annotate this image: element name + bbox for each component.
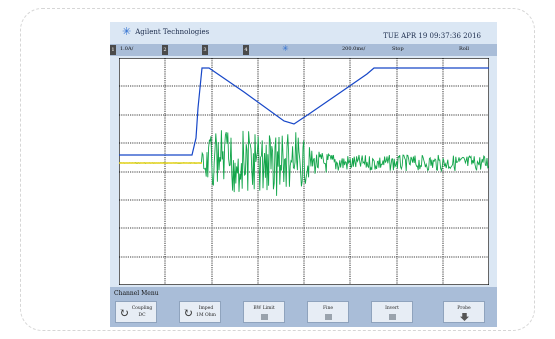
- acquisition-mode: Roll: [459, 46, 469, 52]
- status-bar: 1 1.0A/ 2 3 4 ✳ 200.0ms/ Stop Roll: [110, 44, 497, 56]
- probe-softkey[interactable]: Probe: [443, 301, 485, 323]
- brand-name: Agilent Technologies: [135, 28, 210, 36]
- timebase[interactable]: 200.0ms/: [342, 46, 366, 52]
- current-trace: [119, 67, 489, 156]
- coupling-value: DC: [138, 313, 146, 318]
- channel-4-badge[interactable]: 4: [243, 45, 249, 55]
- rotate-icon: ↻: [119, 306, 130, 320]
- impedance-value: 1M Ohm: [196, 313, 216, 318]
- impedance-softkey[interactable]: ↻ Imped 1M Ohm: [179, 301, 221, 323]
- bw-limit-label: BW Limit: [253, 306, 275, 311]
- brand: ✳ Agilent Technologies: [122, 25, 210, 38]
- graticule: [119, 58, 489, 285]
- down-arrow-icon: [460, 313, 469, 321]
- checkbox-icon: [389, 314, 396, 320]
- invert-label: Invert: [385, 306, 399, 311]
- coupling-softkey[interactable]: ↻ Coupling DC: [115, 301, 157, 323]
- fine-label: Fine: [322, 306, 334, 311]
- trigger-spark-icon: ✳: [282, 44, 289, 53]
- rotate-icon: ↻: [183, 306, 194, 320]
- channel-3-badge[interactable]: 3: [202, 45, 208, 55]
- menu-title: Channel Menu: [114, 290, 159, 297]
- channel-1-scale[interactable]: 1.0A/: [120, 46, 134, 52]
- channel-menu: Channel Menu ↻ Coupling DC ↻ Imped 1M Oh…: [110, 287, 497, 327]
- checkbox-icon: [261, 314, 268, 320]
- invert-softkey[interactable]: Invert: [371, 301, 413, 323]
- fine-softkey[interactable]: Fine: [307, 301, 349, 323]
- screenshot-frame: [20, 8, 535, 331]
- datetime: TUE APR 19 09:37:36 2016: [383, 32, 481, 40]
- channel-2-badge[interactable]: 2: [162, 45, 168, 55]
- probe-label: Probe: [457, 306, 471, 311]
- impedance-label: Imped: [198, 306, 214, 311]
- header: ✳ Agilent Technologies TUE APR 19 09:37:…: [110, 22, 497, 44]
- bw-limit-softkey[interactable]: BW Limit: [243, 301, 285, 323]
- coupling-label: Coupling: [131, 306, 153, 311]
- waveform-display: [119, 58, 489, 285]
- checkbox-icon: [325, 314, 332, 320]
- channel-1-badge[interactable]: 1: [110, 45, 116, 55]
- run-state: Stop: [392, 46, 404, 52]
- oscilloscope-screen: ✳ Agilent Technologies TUE APR 19 09:37:…: [110, 22, 497, 327]
- agilent-spark-icon: ✳: [122, 25, 132, 38]
- waveform-svg: [119, 58, 489, 285]
